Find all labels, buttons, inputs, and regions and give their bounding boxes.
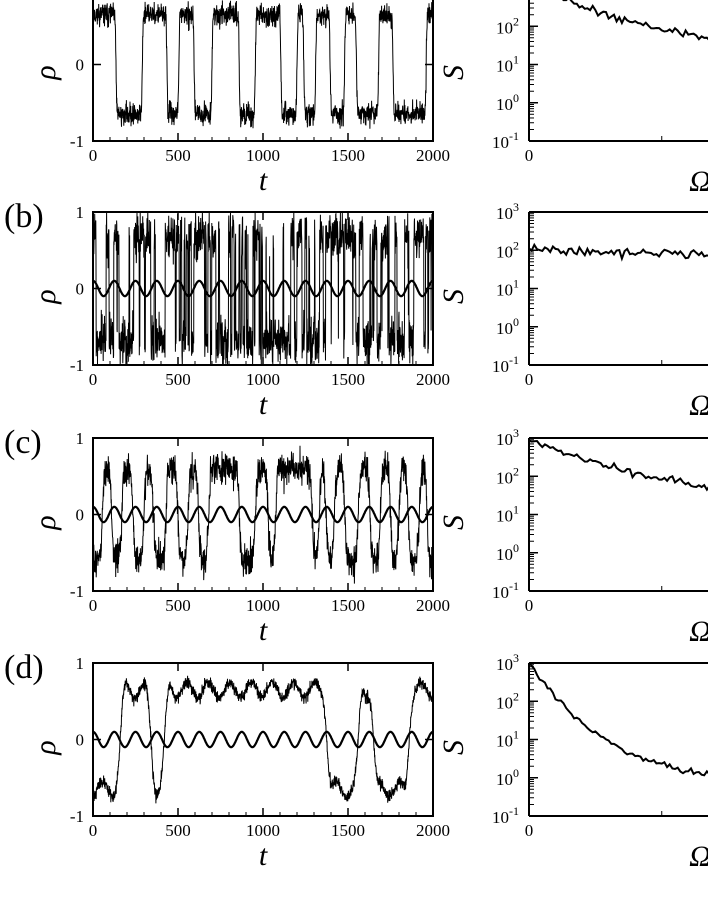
- x-tick-label: 0: [525, 146, 534, 165]
- x-tick-label: 1000: [246, 821, 280, 840]
- y-tick-label: 100: [496, 766, 519, 789]
- rho-trajectory-line: [92, 0, 434, 129]
- y-tick-label: 1: [76, 429, 85, 448]
- spectrum-x-axis-label: Ω: [689, 615, 708, 648]
- spectrum-y-axis-label: S: [437, 740, 470, 755]
- spectrum-line: [528, 662, 708, 777]
- y-tick-label: 103: [496, 651, 519, 674]
- spectrum-y-axis-label: S: [437, 515, 470, 530]
- forcing-signal-line: [92, 505, 434, 524]
- y-tick-label: 102: [496, 14, 519, 37]
- spectrum-line: [562, 0, 708, 41]
- y-tick-label: -1: [70, 356, 84, 375]
- x-tick-label: 0: [89, 821, 98, 840]
- time-y-axis-label: ρ: [29, 740, 62, 755]
- x-tick-label: 1000: [246, 596, 280, 615]
- rho-trajectory-line: [92, 675, 434, 804]
- x-tick-label: 1000: [246, 370, 280, 389]
- time-series-panel: 0 500 1000 1500 2000 -1 0 1 t ρ (d): [4, 649, 450, 872]
- spectrum-y-axis-label: S: [437, 289, 470, 304]
- y-tick-label: 101: [496, 503, 519, 526]
- x-tick-label: 500: [165, 821, 191, 840]
- time-x-axis-label: t: [259, 614, 268, 647]
- x-tick-label: 0: [89, 370, 98, 389]
- x-tick-label: 500: [165, 146, 191, 165]
- y-tick-label: 103: [496, 200, 519, 223]
- y-tick-label: 0: [76, 280, 85, 299]
- spectrum-line: [528, 242, 708, 262]
- x-tick-label: 1000: [246, 146, 280, 165]
- time-x-axis-label: t: [259, 164, 268, 197]
- y-tick-label: 1: [76, 203, 85, 222]
- time-y-axis-label: ρ: [29, 289, 62, 304]
- y-tick-label: -1: [70, 807, 84, 826]
- y-tick-label: 101: [496, 277, 519, 300]
- y-tick-label: 103: [496, 426, 519, 449]
- y-tick-label: 10-1: [492, 129, 519, 152]
- time-y-axis-label: ρ: [29, 65, 62, 80]
- panel-label: (c): [4, 424, 42, 461]
- forcing-signal-line: [92, 730, 434, 749]
- time-series-panel: 0 500 1000 1500 2000 -1 0 1 t ρ (c): [4, 424, 450, 647]
- panel-label: (b): [4, 198, 44, 235]
- rho-trajectory-line: [92, 445, 434, 584]
- time-y-axis-label: ρ: [29, 515, 62, 530]
- y-tick-label: 102: [496, 238, 519, 261]
- y-tick-label: 0: [76, 731, 85, 750]
- x-tick-label: 2000: [416, 596, 450, 615]
- forcing-signal-line: [92, 279, 434, 298]
- spectrum-line: [528, 439, 708, 492]
- y-tick-label: 100: [496, 315, 519, 338]
- y-tick-label: 10-1: [492, 804, 519, 827]
- y-tick-label: 0: [76, 56, 85, 75]
- spectrum-x-axis-label: Ω: [689, 165, 708, 198]
- x-tick-label: 0: [525, 821, 534, 840]
- y-tick-label: 102: [496, 464, 519, 487]
- x-tick-label: 2000: [416, 146, 450, 165]
- x-tick-label: 0: [525, 596, 534, 615]
- y-tick-label: 100: [496, 91, 519, 114]
- y-tick-label: 100: [496, 541, 519, 564]
- time-x-axis-label: t: [259, 839, 268, 872]
- x-tick-label: 1500: [331, 821, 365, 840]
- x-tick-label: 0: [89, 596, 98, 615]
- x-tick-label: 1500: [331, 146, 365, 165]
- spectrum-y-axis-label: S: [437, 65, 470, 80]
- x-tick-label: 500: [165, 370, 191, 389]
- x-tick-label: 2000: [416, 370, 450, 389]
- x-tick-label: 1500: [331, 596, 365, 615]
- y-tick-label: 101: [496, 728, 519, 751]
- power-spectrum-panel: 10-110010110210300.01ΩS: [437, 426, 708, 648]
- x-tick-label: 0: [525, 370, 534, 389]
- power-spectrum-panel: 10-110010110210300.01ΩS: [437, 200, 708, 422]
- y-tick-label: 101: [496, 53, 519, 76]
- panel-label: (d): [4, 649, 44, 686]
- power-spectrum-panel: 10-110010110210300.01ΩS: [437, 0, 708, 198]
- time-x-axis-label: t: [259, 388, 268, 421]
- x-tick-label: 500: [165, 596, 191, 615]
- y-tick-label: 1: [76, 654, 85, 673]
- y-tick-label: 10-1: [492, 353, 519, 376]
- y-tick-label: 0: [76, 506, 85, 525]
- spectrum-x-axis-label: Ω: [689, 389, 708, 422]
- time-series-panel: 0 500 1000 1500 2000 -1 0 1 t ρ (b): [4, 198, 450, 421]
- x-tick-label: 1500: [331, 370, 365, 389]
- y-tick-label: 102: [496, 689, 519, 712]
- x-tick-label: 0: [89, 146, 98, 165]
- x-tick-label: 2000: [416, 821, 450, 840]
- power-spectrum-panel: 10-110010110210300.01ΩS: [437, 651, 708, 873]
- rho-trajectory-line: [92, 211, 434, 366]
- spectrum-x-axis-label: Ω: [689, 840, 708, 873]
- y-tick-label: 10-1: [492, 579, 519, 602]
- y-tick-label: -1: [70, 132, 84, 151]
- y-tick-label: -1: [70, 582, 84, 601]
